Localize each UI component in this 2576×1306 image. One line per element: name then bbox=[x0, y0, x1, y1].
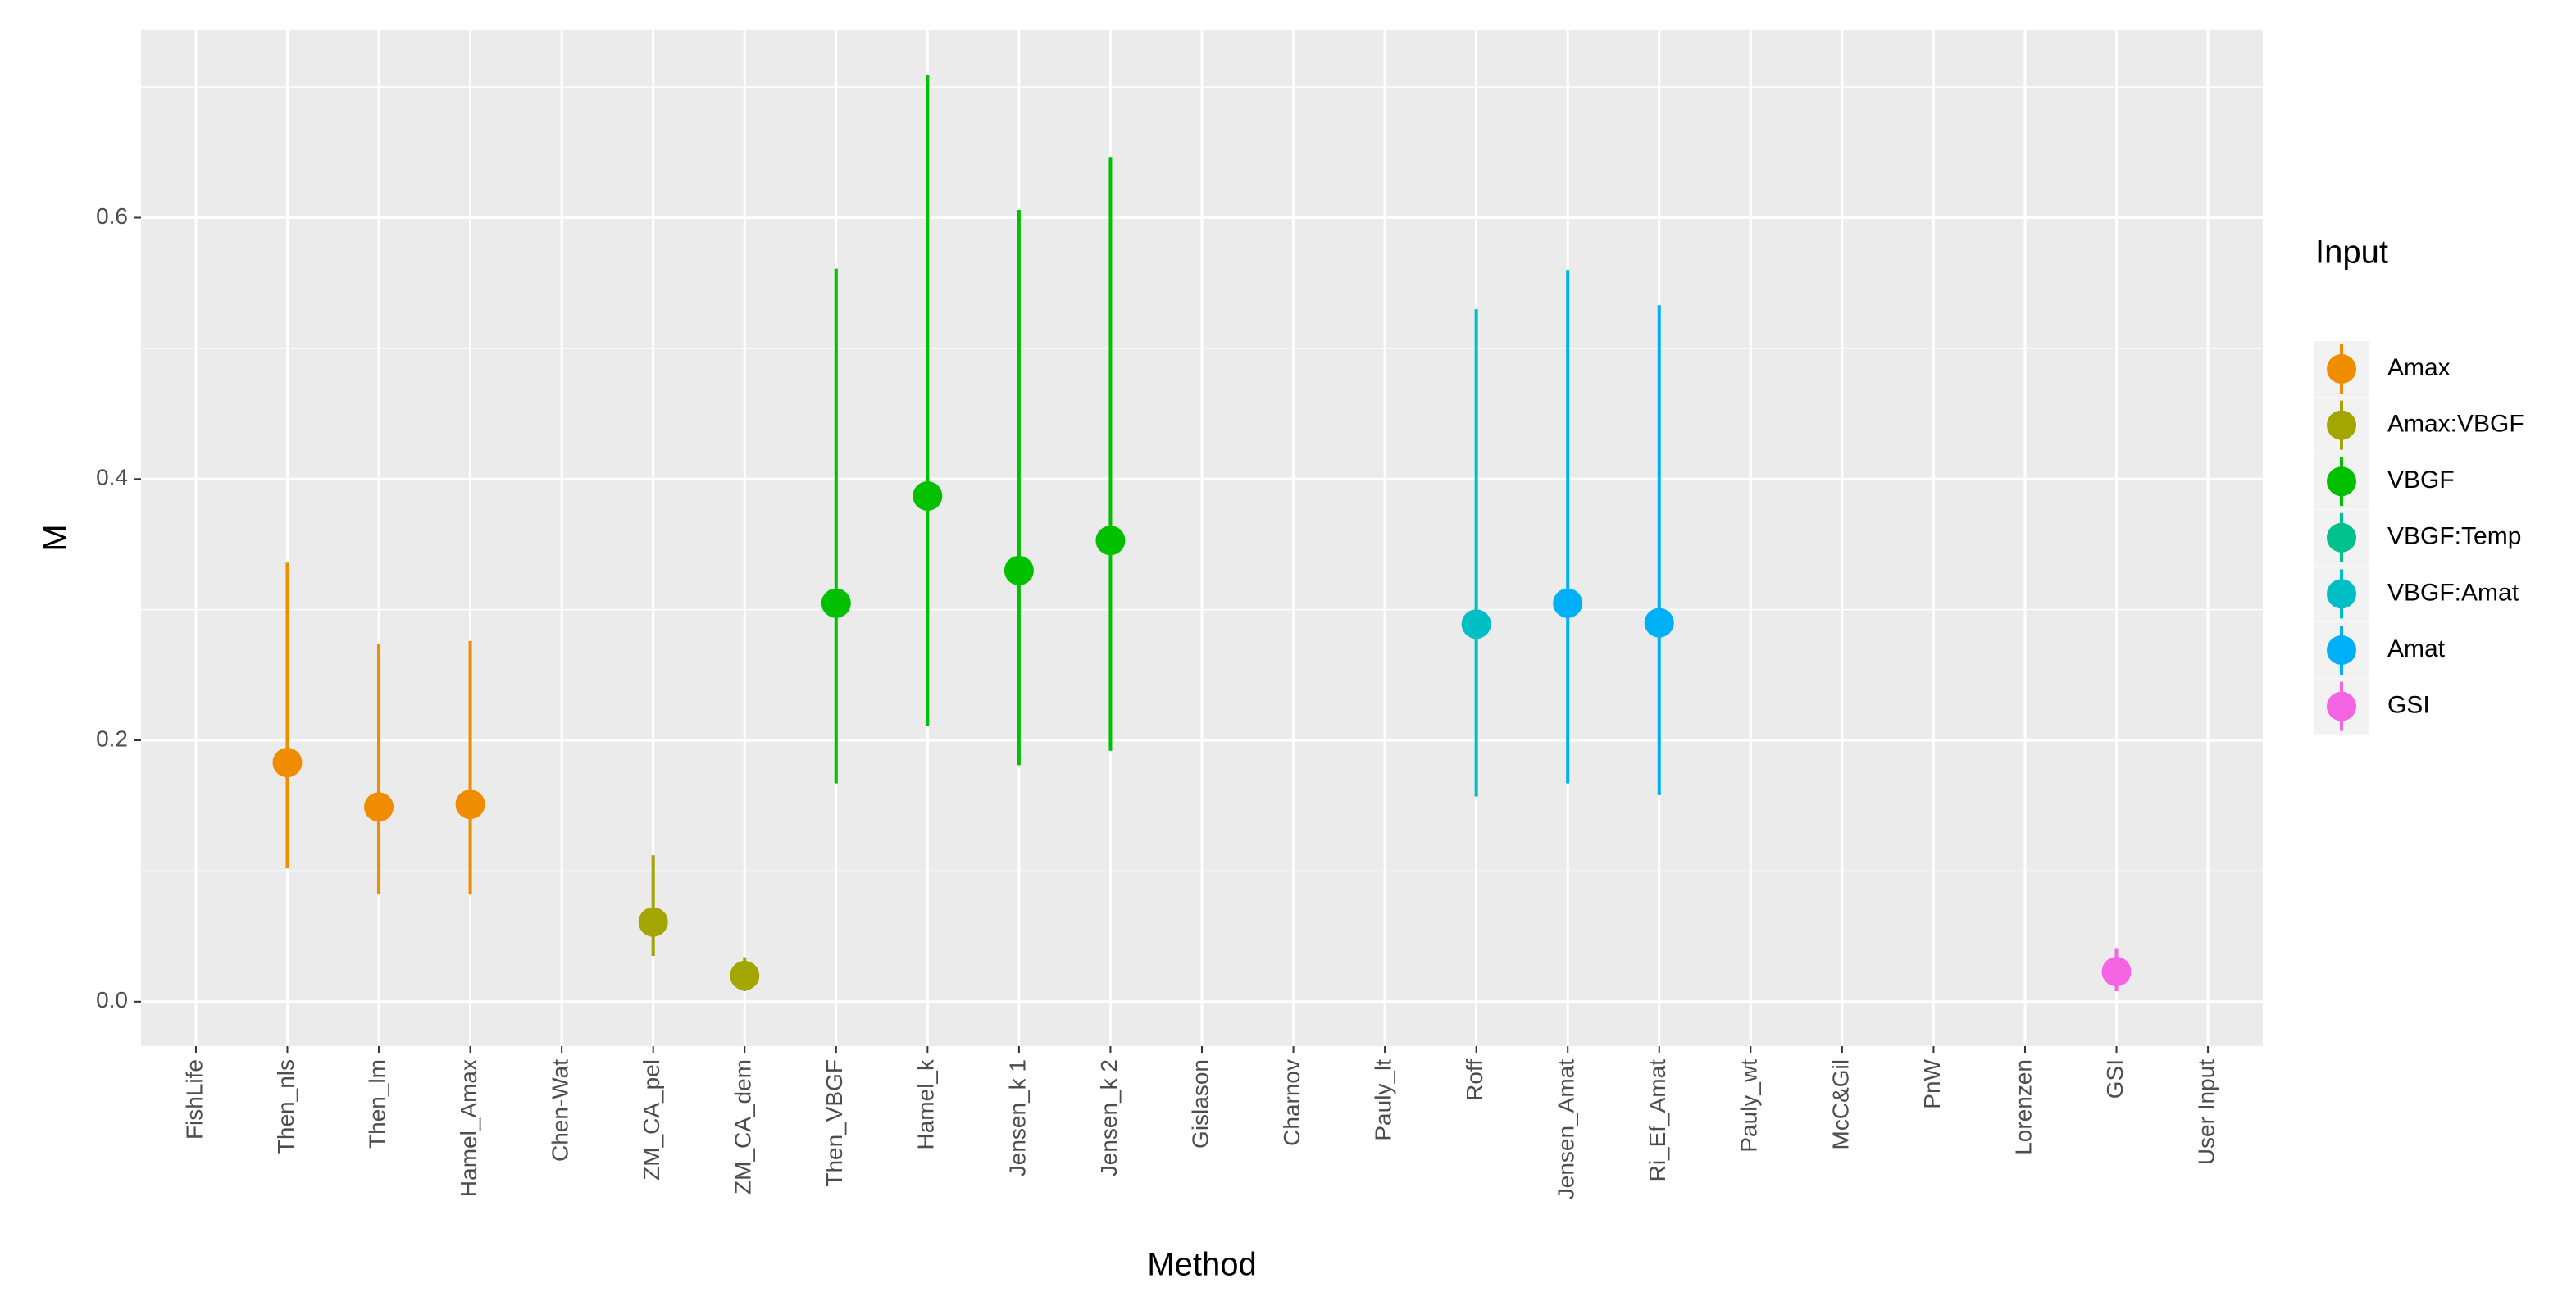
legend-key bbox=[2327, 579, 2356, 609]
x-axis-title: Method bbox=[1147, 1247, 1256, 1283]
point bbox=[821, 588, 851, 618]
legend-key bbox=[2327, 354, 2356, 384]
legend-label: Amax:VBGF bbox=[2387, 411, 2524, 438]
legend-key bbox=[2327, 466, 2356, 497]
x-tick-label: ZM_CA_dem bbox=[730, 1059, 756, 1195]
legend-label: Amat bbox=[2387, 635, 2446, 662]
x-tick-label: User Input bbox=[2193, 1059, 2219, 1165]
legend-label: VBGF bbox=[2387, 466, 2455, 494]
point bbox=[1553, 588, 1583, 618]
legend-key bbox=[2327, 410, 2356, 440]
x-tick-label: Gislason bbox=[1187, 1059, 1213, 1149]
point bbox=[1461, 609, 1491, 639]
x-tick-label: Pauly_wt bbox=[1736, 1059, 1762, 1153]
point bbox=[272, 748, 303, 778]
legend-label: GSI bbox=[2387, 692, 2430, 719]
legend-key bbox=[2327, 635, 2356, 665]
legend-label: Amax bbox=[2387, 354, 2451, 381]
x-tick-label: GSI bbox=[2102, 1059, 2128, 1099]
point bbox=[1004, 555, 1034, 585]
legend-key bbox=[2327, 691, 2356, 721]
x-tick-label: Lorenzen bbox=[2010, 1059, 2036, 1155]
x-tick-label: FishLife bbox=[181, 1059, 207, 1140]
marks bbox=[272, 75, 2132, 992]
y-tick-label: 0.0 bbox=[96, 987, 128, 1012]
point bbox=[364, 792, 394, 822]
x-tick-label: Chen-Wat bbox=[548, 1059, 573, 1162]
point bbox=[913, 480, 943, 511]
legend-label: VBGF:Temp bbox=[2387, 523, 2521, 550]
x-tick-label: Then_nls bbox=[273, 1059, 298, 1154]
x-tick-label: Jensen_k 2 bbox=[1096, 1059, 1122, 1176]
legend-title: Input bbox=[2315, 234, 2388, 271]
x-tick-label: PnW bbox=[1919, 1058, 1945, 1108]
y-tick-label: 0.6 bbox=[96, 203, 128, 229]
x-tick-label: ZM_CA_pel bbox=[639, 1059, 664, 1181]
x-tick-label: Jensen_Amat bbox=[1554, 1059, 1579, 1199]
point bbox=[2101, 957, 2132, 987]
x-tick-label: Charnov bbox=[1279, 1059, 1304, 1146]
y-tick-label: 0.4 bbox=[96, 465, 128, 490]
point bbox=[1095, 526, 1126, 556]
x-tick-label: Pauly_lt bbox=[1370, 1059, 1395, 1141]
point bbox=[1644, 607, 1674, 638]
x-tick-label: Then_VBGF bbox=[821, 1059, 847, 1187]
x-tick-label: Ri_Ef_Amat bbox=[1645, 1059, 1670, 1182]
x-tick-label: Jensen_k 1 bbox=[1004, 1059, 1030, 1176]
point bbox=[455, 790, 485, 820]
x-tick-label: McC&Gil bbox=[1827, 1059, 1853, 1149]
x-tick-label: Hamel_Amax bbox=[456, 1059, 481, 1197]
x-tick-label: Roff bbox=[1462, 1059, 1487, 1101]
y-tick-label: 0.2 bbox=[96, 726, 128, 751]
x-tick-label: Hamel_k bbox=[913, 1058, 939, 1149]
x-tick-label: Then_lm bbox=[364, 1059, 389, 1149]
y-axis-title: M bbox=[38, 524, 74, 551]
point bbox=[730, 960, 760, 990]
legend-label: VBGF:Amat bbox=[2387, 579, 2519, 606]
point bbox=[638, 907, 668, 937]
legend-key bbox=[2327, 522, 2356, 553]
